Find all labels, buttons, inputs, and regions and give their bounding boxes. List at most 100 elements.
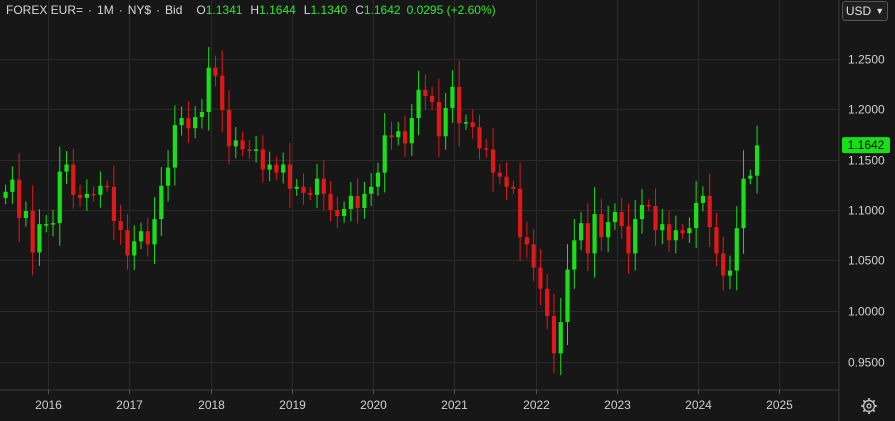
candle-body xyxy=(301,186,306,193)
candle xyxy=(328,181,333,222)
candle xyxy=(538,249,543,306)
candle-body xyxy=(233,140,238,147)
candle xyxy=(23,201,29,227)
candle-body xyxy=(430,95,435,102)
candle-body xyxy=(50,223,56,225)
venue-label: NY$ xyxy=(127,3,152,17)
ohlc-header: FOREX EUR= · 1M · NY$ · Bid O 1.1341 H 1… xyxy=(0,0,496,20)
open-label: O xyxy=(196,3,206,17)
candle xyxy=(754,125,760,194)
candle-body xyxy=(172,125,177,168)
candle xyxy=(91,186,96,202)
candle-body xyxy=(138,231,144,242)
candle xyxy=(213,55,218,87)
candle xyxy=(687,217,692,244)
candle-body xyxy=(687,228,692,234)
close-value: 1.1642 xyxy=(363,3,401,17)
candle-body xyxy=(524,237,529,245)
candle-body xyxy=(402,131,408,144)
candle xyxy=(186,101,191,144)
candle xyxy=(308,187,313,201)
candle xyxy=(64,150,69,184)
candle xyxy=(619,197,624,239)
candle xyxy=(226,90,232,165)
high-label: H xyxy=(250,3,260,17)
candle xyxy=(382,113,387,193)
candle xyxy=(646,199,651,211)
candle-body xyxy=(396,131,401,138)
candle xyxy=(159,167,164,236)
candle xyxy=(680,224,685,239)
x-tick-label: 2022 xyxy=(523,398,550,412)
candle xyxy=(301,173,306,205)
candle-body xyxy=(206,67,211,113)
candle xyxy=(274,156,279,180)
candle xyxy=(30,185,35,276)
side-label: Bid xyxy=(165,3,183,17)
candle xyxy=(199,99,205,129)
last-price-label: 1.1642 xyxy=(848,138,885,152)
candle-body xyxy=(423,89,428,96)
candle-body xyxy=(145,231,150,245)
candle xyxy=(490,128,496,192)
candle-body xyxy=(84,193,89,198)
candle xyxy=(84,179,89,211)
candle xyxy=(477,114,482,160)
candle-body xyxy=(362,193,367,208)
candle xyxy=(572,218,577,289)
candle-body xyxy=(626,226,631,254)
candle-body xyxy=(17,179,22,219)
candle-body xyxy=(220,75,225,111)
grid-lines xyxy=(0,0,839,390)
candle xyxy=(599,198,604,251)
candle-body xyxy=(111,186,117,222)
candle xyxy=(660,208,665,244)
chart-settings-button[interactable] xyxy=(859,396,879,416)
x-tick-label: 2019 xyxy=(279,398,306,412)
currency-selector-button[interactable]: USD ▼ xyxy=(842,1,888,21)
candle-body xyxy=(490,149,496,173)
x-axis-ticks: 2016 2017 2018 2019 2020 2021 2022 2023 2024 2025 xyxy=(35,390,793,412)
candle xyxy=(267,151,272,182)
candle-body xyxy=(253,149,259,151)
candle xyxy=(714,212,719,267)
candle-body xyxy=(612,212,617,223)
candle xyxy=(50,209,56,237)
interval-label: 1M xyxy=(97,3,114,17)
candle xyxy=(416,70,421,136)
change-value: 0.0295 (+2.60%) xyxy=(406,3,496,17)
candle xyxy=(10,166,15,204)
y-tick-label: 1.1500 xyxy=(848,154,885,168)
candle-body xyxy=(700,195,706,203)
candle-body xyxy=(470,122,475,128)
separator: · xyxy=(88,3,93,17)
candle-body xyxy=(707,195,712,228)
candle-body xyxy=(463,122,469,124)
candle-body xyxy=(274,164,279,173)
candle-body xyxy=(57,171,62,224)
candle-body xyxy=(186,118,191,129)
candle xyxy=(138,222,144,250)
candle-body xyxy=(666,224,672,241)
candle xyxy=(375,162,381,196)
candle xyxy=(294,178,299,196)
candle-series xyxy=(3,46,760,376)
symbol-label: FOREX EUR= xyxy=(6,3,84,17)
candle-body xyxy=(545,288,550,317)
candle xyxy=(694,180,699,248)
candle-body xyxy=(673,230,678,241)
candle-body xyxy=(551,316,557,354)
y-tick-label: 1.2000 xyxy=(848,103,885,117)
candle xyxy=(463,114,469,130)
candle-body xyxy=(389,135,394,138)
candle xyxy=(105,180,110,192)
candle-body xyxy=(734,228,739,271)
candle xyxy=(125,214,130,270)
candle-body xyxy=(152,219,157,245)
candle-body xyxy=(125,230,130,256)
candle xyxy=(511,181,516,194)
candle-body xyxy=(518,188,523,238)
candle-body xyxy=(281,164,286,173)
candle xyxy=(220,50,225,133)
